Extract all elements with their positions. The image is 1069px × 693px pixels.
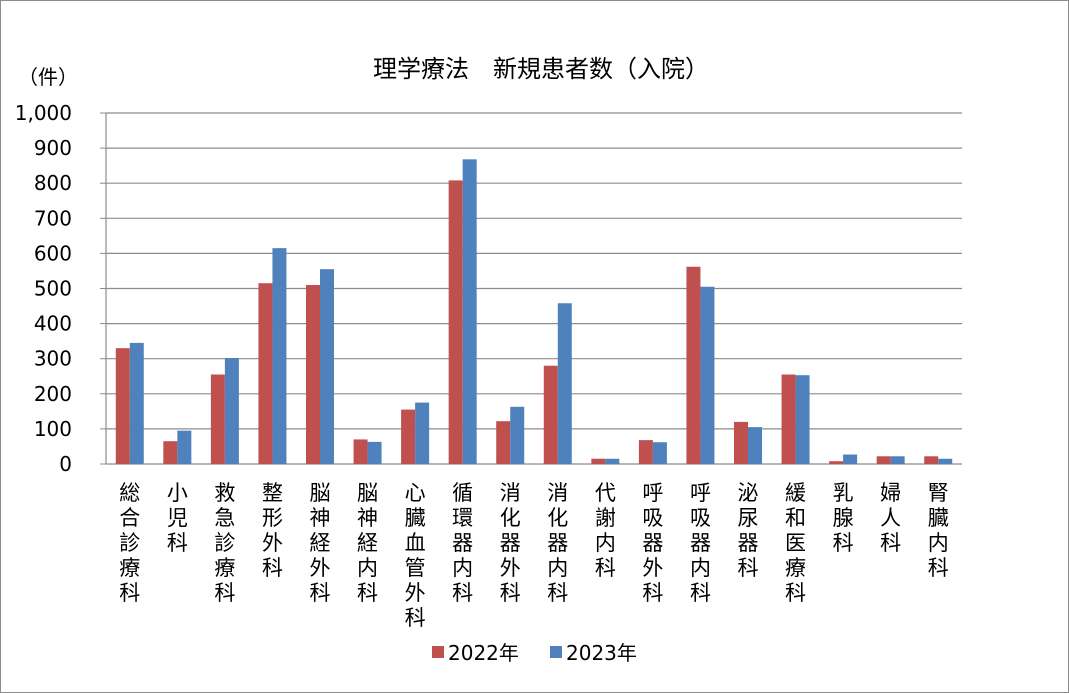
bar: [938, 458, 953, 464]
legend-swatch: [550, 646, 562, 658]
category-label: 循環器内科: [452, 481, 473, 605]
legend: 2022年 2023年: [432, 641, 637, 665]
category-label: 整形外科: [262, 481, 283, 580]
bar: [638, 440, 653, 464]
bar: [700, 286, 715, 464]
bar: [843, 454, 858, 464]
bar: [163, 441, 178, 464]
category-label: 緩和医療科: [785, 481, 806, 605]
legend-label: 2022年: [448, 641, 519, 665]
bar: [591, 458, 606, 464]
category-label: 腎臓内科: [928, 481, 949, 580]
y-tick-label: 500: [34, 277, 72, 301]
y-tick-label: 0: [59, 452, 72, 476]
category-label: 総合診療科: [119, 481, 140, 605]
bar: [829, 461, 844, 464]
bar: [462, 159, 477, 464]
bar: [876, 456, 891, 464]
bar: [320, 269, 334, 464]
bar: [557, 303, 572, 464]
category-label: 消化器内科: [547, 481, 568, 605]
bar: [177, 430, 192, 464]
y-tick-label: 1,000: [15, 101, 72, 125]
bar: [734, 421, 748, 464]
bar: [272, 248, 287, 464]
category-label: 心臓血管外科: [405, 481, 426, 630]
bar: [129, 342, 144, 464]
bar: [781, 374, 796, 464]
bar: [686, 266, 701, 464]
bar: [496, 421, 511, 464]
y-axis-ticks: 0 100 200 300 400 500 600 700 800 900 1,000: [15, 101, 72, 476]
bar: [415, 402, 430, 464]
bar: [510, 406, 525, 464]
y-tick-label: 400: [34, 312, 72, 336]
chart-title: 理学療法 新規患者数（入院）: [373, 55, 709, 83]
y-tick-label: 300: [34, 347, 72, 371]
bar: [543, 365, 558, 464]
gridlines: [100, 112, 962, 465]
x-axis-categories: 総合診療科 小児科 救急診療科 整形外科 脳神経外科 脳神経内科 心臓血管外科 循環器内科 消化…: [119, 481, 948, 630]
y-tick-label: 600: [34, 241, 72, 265]
bar: [605, 458, 620, 464]
y-tick-label: 800: [34, 171, 72, 195]
category-label: 泌尿器科: [738, 481, 759, 580]
category-label: 呼吸器外科: [642, 481, 663, 605]
bar: [224, 357, 239, 464]
bars: [115, 159, 953, 464]
bar: [258, 283, 273, 464]
bar: [652, 442, 667, 464]
y-tick-label: 900: [34, 136, 72, 160]
bar: [795, 375, 810, 464]
bar: [210, 374, 225, 464]
category-label: 消化器外科: [500, 481, 521, 605]
y-axis-unit-label: （件）: [18, 65, 78, 89]
bar: [353, 439, 368, 464]
bar: [367, 441, 382, 464]
category-label: 婦人科: [880, 481, 901, 555]
category-label: 乳腺科: [833, 481, 854, 555]
bar: [115, 348, 130, 464]
category-label: 救急診療科: [214, 481, 235, 605]
category-label: 代謝内科: [595, 481, 616, 580]
y-tick-label: 700: [34, 206, 72, 230]
category-label: 脳神経内科: [357, 481, 378, 605]
category-label: 小児科: [167, 481, 188, 555]
bar: [448, 180, 463, 464]
category-label: 脳神経外科: [310, 481, 331, 605]
bar: [924, 456, 939, 464]
y-tick-label: 100: [34, 417, 72, 441]
bar: [890, 456, 905, 464]
bar: [306, 284, 320, 464]
category-label: 呼吸器内科: [690, 481, 711, 605]
bar: [401, 409, 416, 464]
legend-label: 2023年: [566, 641, 637, 665]
legend-swatch: [432, 646, 444, 658]
y-tick-label: 200: [34, 382, 72, 406]
bar: [748, 427, 762, 464]
